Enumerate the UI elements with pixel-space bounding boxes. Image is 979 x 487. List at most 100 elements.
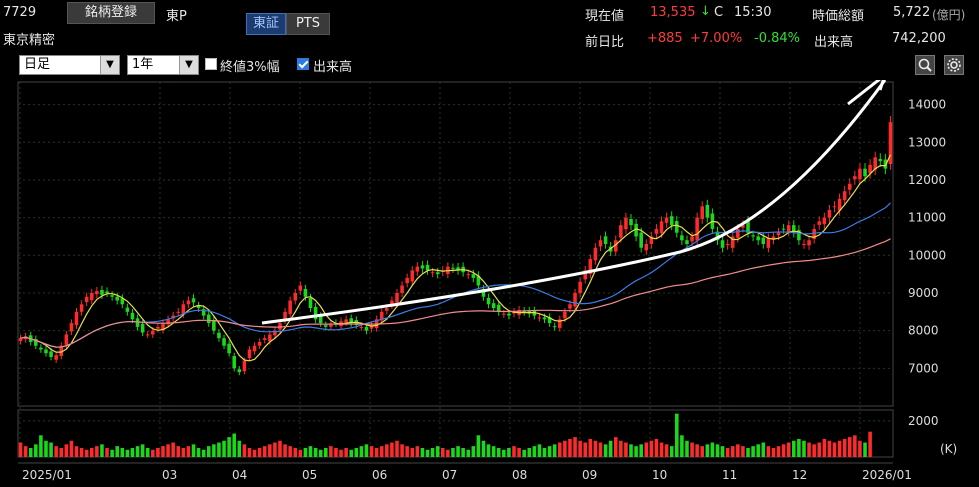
- volume-bar: [563, 440, 567, 457]
- volume-bar: [837, 440, 842, 457]
- volume-bar: [730, 446, 735, 457]
- candle-body: [547, 317, 552, 324]
- x-tick-label: 07: [442, 468, 457, 482]
- volume-bar: [461, 447, 465, 457]
- volume-unit-label: (K): [940, 442, 957, 456]
- volume-bar: [634, 446, 638, 457]
- volume-bar: [49, 442, 53, 457]
- volume-bar: [507, 447, 511, 457]
- volume-bar: [105, 447, 109, 457]
- volume-bar: [552, 444, 557, 457]
- period-select[interactable]: 日足 ▼: [19, 55, 120, 75]
- volume-bar: [527, 447, 532, 457]
- tab-pts[interactable]: PTS: [286, 13, 330, 35]
- candle-body: [491, 303, 496, 309]
- candle-body: [385, 308, 389, 311]
- volume-bar: [39, 435, 43, 457]
- volume-bar: [64, 444, 69, 457]
- volume-bar: [573, 437, 577, 457]
- candle-body: [110, 295, 114, 297]
- volume-bar: [252, 449, 257, 457]
- volume-bar: [741, 446, 745, 457]
- volume-bar: [858, 440, 862, 457]
- price-panel-frame: [17, 81, 894, 407]
- ma-long-line: [20, 238, 891, 348]
- chevron-down-icon: ▼: [179, 56, 198, 74]
- candle-body: [776, 232, 781, 236]
- volume-checkbox[interactable]: [297, 58, 309, 70]
- candle-body: [405, 277, 409, 284]
- candle-body: [613, 240, 618, 252]
- candle-body: [186, 300, 191, 305]
- volume-tick-label: 2000: [908, 414, 939, 428]
- candle-body: [476, 275, 481, 286]
- candle-body: [588, 259, 593, 274]
- candle-body: [303, 288, 308, 297]
- volume-bar: [273, 442, 277, 457]
- candle-body: [84, 296, 89, 303]
- volume-bar: [547, 446, 552, 457]
- candle-body: [863, 168, 867, 177]
- volume-bar: [425, 449, 430, 457]
- candle-body: [654, 228, 659, 234]
- volume-bar: [705, 444, 710, 457]
- volume-bar: [624, 442, 628, 457]
- candle-body: [578, 281, 582, 293]
- volume-bar: [59, 447, 64, 457]
- candle-body: [379, 311, 384, 321]
- trend-arrow-head-icon: [847, 80, 885, 106]
- volume-bar: [491, 446, 496, 457]
- volume-bar: [817, 442, 822, 457]
- volume-bar: [23, 446, 28, 457]
- candle-body: [736, 228, 740, 238]
- candle-body: [130, 312, 135, 320]
- volume-bar: [176, 446, 181, 457]
- close3pct-checkbox[interactable]: [205, 58, 217, 70]
- volume-bar: [201, 449, 206, 457]
- candle-body: [69, 323, 74, 332]
- candle-body: [191, 298, 196, 303]
- volume-bar: [364, 444, 369, 457]
- candle-body: [649, 236, 654, 244]
- candle-body: [507, 313, 511, 316]
- market-label: 東P: [166, 9, 187, 24]
- range-select[interactable]: 1年 ▼: [127, 55, 199, 75]
- candle-body: [552, 326, 557, 328]
- tab-tse[interactable]: 東証: [246, 13, 286, 35]
- price-tick-label: 13000: [908, 135, 946, 149]
- candle-body: [344, 319, 348, 323]
- volume-bar: [644, 442, 649, 457]
- volume-bar: [390, 442, 394, 457]
- volume-bar: [751, 446, 755, 457]
- volume-bar: [466, 449, 470, 457]
- candle-body: [222, 338, 226, 346]
- ma-short-line: [20, 154, 892, 362]
- settings-gear-icon[interactable]: [944, 55, 964, 75]
- candle-body: [181, 304, 186, 314]
- candle-body: [786, 225, 791, 232]
- volume-bar: [446, 449, 450, 457]
- candle-body: [400, 285, 404, 293]
- candle-body: [369, 325, 374, 329]
- candle-body: [64, 334, 69, 345]
- candle-body: [715, 231, 720, 241]
- candle-body: [832, 206, 837, 208]
- stock-code: 7729: [3, 5, 37, 20]
- volume-panel-frame: [17, 409, 894, 458]
- volume-bar: [135, 446, 140, 457]
- volume-bar: [69, 440, 74, 457]
- candle-body: [456, 267, 460, 271]
- zoom-icon[interactable]: [915, 55, 935, 75]
- candle-body: [766, 238, 771, 248]
- x-tick-label: 04: [232, 468, 247, 482]
- volume-bar: [868, 431, 872, 457]
- stock-chart: 14000 13000 12000 11000 10000 9000 8000 7000 200…: [17, 80, 957, 482]
- volume-bar: [120, 447, 125, 457]
- candle-body: [206, 314, 211, 324]
- register-stock-button[interactable]: 銘柄登録: [67, 2, 155, 24]
- candle-body: [751, 235, 755, 237]
- volume-bar: [700, 446, 705, 457]
- change-pct: +7.00%: [690, 31, 743, 46]
- price-tick-label: 7000: [908, 361, 939, 375]
- volume-bar: [395, 440, 399, 457]
